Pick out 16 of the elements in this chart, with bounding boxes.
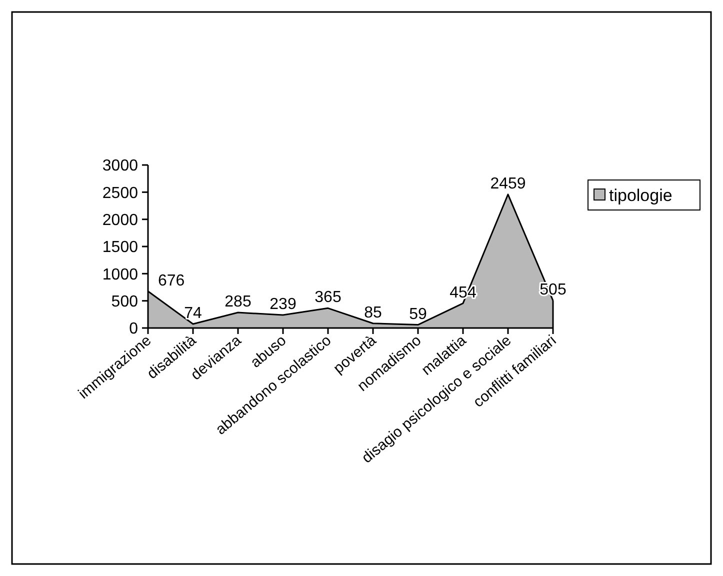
data-label: 85 (364, 304, 382, 322)
data-label: 59 (409, 306, 427, 323)
data-label: 365 (314, 289, 342, 306)
y-tick-label: 1000 (102, 266, 138, 284)
y-tick-label: 500 (111, 293, 138, 310)
legend-label: tipologie (609, 186, 672, 205)
y-tick-label: 1500 (102, 239, 138, 256)
y-tick-label: 2500 (102, 184, 138, 202)
data-label: 676 (158, 272, 185, 290)
data-label: 239 (270, 296, 296, 314)
y-tick-label: 0 (129, 320, 138, 338)
y-tick-label: 3000 (102, 158, 138, 175)
data-label: 74 (184, 304, 202, 322)
data-label: 285 (224, 294, 252, 311)
data-label: 2459 (490, 175, 526, 192)
y-tick-label: 2000 (102, 212, 138, 229)
